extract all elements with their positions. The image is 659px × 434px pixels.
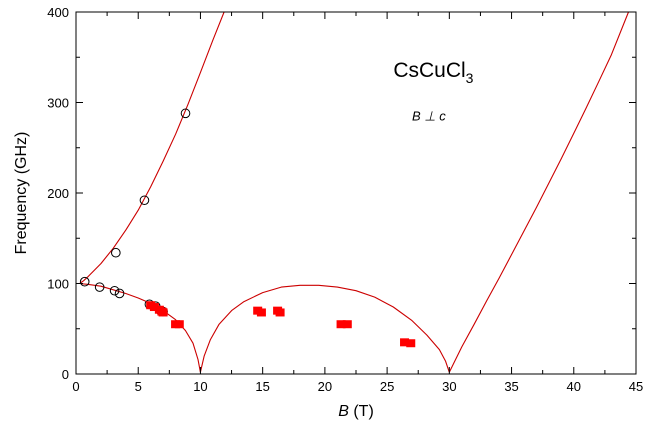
- open-circle-point: [111, 247, 121, 258]
- x-tick-label: 5: [135, 379, 142, 394]
- x-tick-label: 40: [567, 379, 581, 394]
- open-circle-point: [79, 276, 90, 287]
- y-tick-label: 400: [47, 5, 69, 20]
- y-tick-label: 200: [47, 186, 69, 201]
- filled-square-point: [342, 320, 352, 329]
- filled-square-point: [400, 338, 410, 347]
- open-circle-point: [109, 285, 120, 296]
- y-tick-label: 0: [62, 367, 69, 382]
- filled-square-point: [336, 320, 346, 329]
- axis-ticks: [75, 11, 637, 375]
- x-tick-label: 30: [442, 379, 456, 394]
- compound-label-subscript: 3: [466, 70, 474, 86]
- filled-square-point: [149, 303, 159, 312]
- filled-square-point: [174, 320, 184, 329]
- x-axis-label-variable: B: [338, 403, 349, 420]
- theory-curves: [79, 11, 630, 373]
- y-tick-label: 300: [47, 96, 69, 111]
- theory-curve-3: [199, 284, 450, 373]
- filled-square-point: [275, 308, 285, 317]
- open-circle-point: [114, 288, 125, 299]
- compound-label: CsCuCl3: [393, 59, 473, 86]
- open-circle-point: [180, 108, 191, 119]
- theory-curve-4: [448, 11, 630, 373]
- plot-frame: [75, 11, 637, 375]
- x-axis-label: B (T): [338, 403, 374, 420]
- x-tick-label: 10: [193, 379, 207, 394]
- x-tick-label: 20: [318, 379, 332, 394]
- filled-square-point: [406, 339, 416, 348]
- compound-label-main: CsCuCl: [393, 59, 465, 82]
- filled-square-point: [158, 308, 168, 317]
- x-tick-label: 45: [629, 379, 643, 394]
- tick-labels: 0 5 10 15 20 25 30 35 40 45 0 100 200 300 400: [47, 5, 643, 394]
- x-tick-label: 25: [380, 379, 394, 394]
- x-tick-label: 15: [255, 379, 269, 394]
- open-circle-point: [94, 282, 105, 292]
- filled-square-point: [256, 308, 266, 317]
- x-tick-label: 35: [504, 379, 518, 394]
- field-orientation-label: B ⊥ c: [412, 109, 446, 124]
- open-circle-point: [139, 195, 150, 206]
- data-points: [79, 108, 416, 348]
- x-axis-label-unit: (T): [349, 403, 374, 420]
- y-tick-label: 100: [47, 277, 69, 292]
- y-axis-label: Frequency (GHz): [13, 132, 30, 255]
- x-tick-label: 0: [72, 379, 79, 394]
- theory-curve-1: [79, 11, 225, 284]
